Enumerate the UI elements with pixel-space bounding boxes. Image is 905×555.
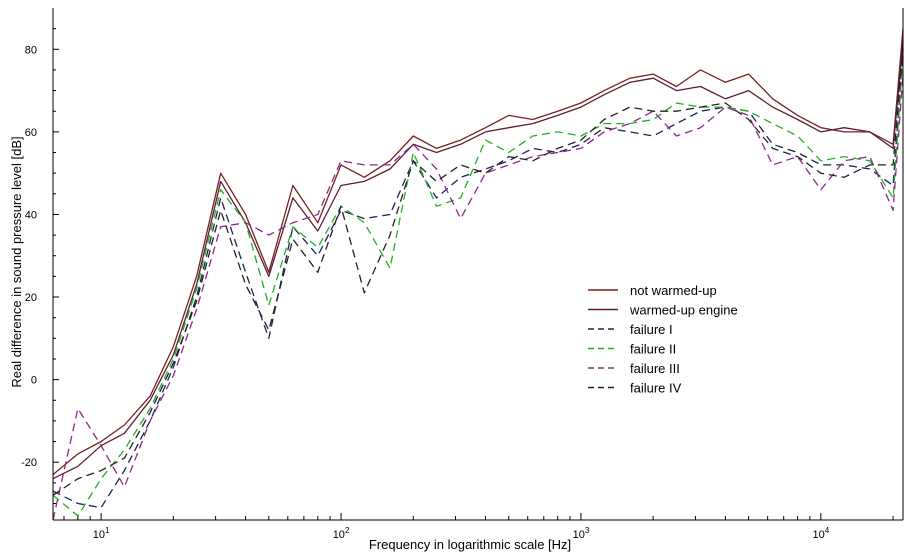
ticks-layer: -20 0 20 40 60 80 101 102 103 104 <box>21 28 894 541</box>
series-layer <box>52 28 904 521</box>
legend-label: failure IV <box>630 381 682 396</box>
x-tick-label: 103 <box>573 526 590 541</box>
series-line-6 <box>52 49 904 496</box>
series-line-4 <box>52 57 904 517</box>
y-tick-label: 20 <box>25 292 37 304</box>
legend: not warmed-up warmed-up engine failure I fa… <box>588 283 738 396</box>
axes-layer <box>52 8 904 521</box>
legend-label: failure II <box>630 342 676 357</box>
y-tick-label: -20 <box>21 457 37 469</box>
legend-label: warmed-up engine <box>629 303 738 318</box>
y-tick-label: 80 <box>25 44 37 56</box>
series-line-2 <box>52 40 904 480</box>
x-tick-label: 104 <box>812 526 829 541</box>
x-tick-label: 101 <box>93 526 110 541</box>
series-line-5 <box>52 74 904 521</box>
y-axis-label: Real difference in sound pressure level … <box>9 136 24 387</box>
y-tick-label: 60 <box>25 127 37 139</box>
x-tick-label: 102 <box>333 526 350 541</box>
legend-label: failure III <box>630 361 680 376</box>
y-tick-label: 40 <box>25 209 37 221</box>
legend-label: failure I <box>630 322 673 337</box>
series-line-1 <box>52 28 904 476</box>
legend-label: not warmed-up <box>630 283 717 298</box>
series-line-3 <box>52 49 904 509</box>
y-tick-label: 0 <box>31 375 37 387</box>
x-axis-label: Frequency in logarithmic scale [Hz] <box>369 537 571 552</box>
